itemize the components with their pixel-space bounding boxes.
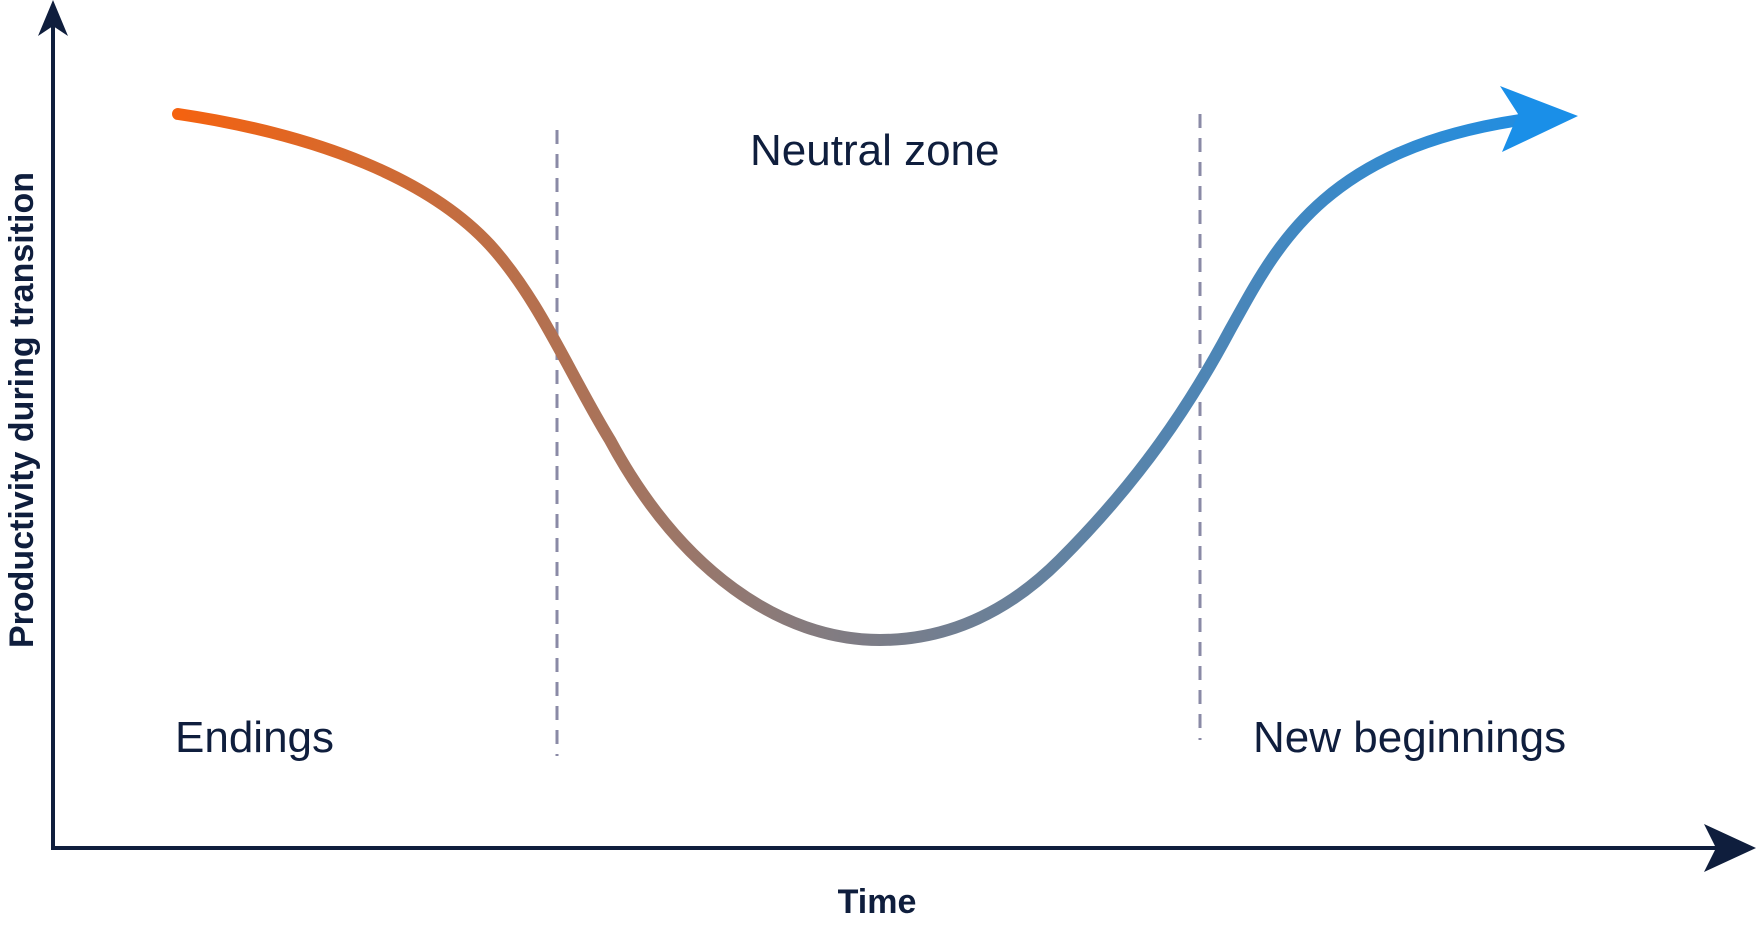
zone-label-endings: Endings [175,713,334,762]
x-axis-label: Time [838,883,917,921]
y-axis [38,0,68,848]
zone-label-new-beginnings: New beginnings [1253,713,1566,762]
transition-curve [172,108,1526,647]
zone-label-neutral: Neutral zone [750,126,999,175]
y-axis-label: Productivity during transition [3,172,41,648]
x-axis-arrowhead [1704,824,1756,872]
curve-arrowhead [1500,86,1578,152]
x-axis [51,824,1756,872]
y-axis-arrowhead [38,0,68,36]
